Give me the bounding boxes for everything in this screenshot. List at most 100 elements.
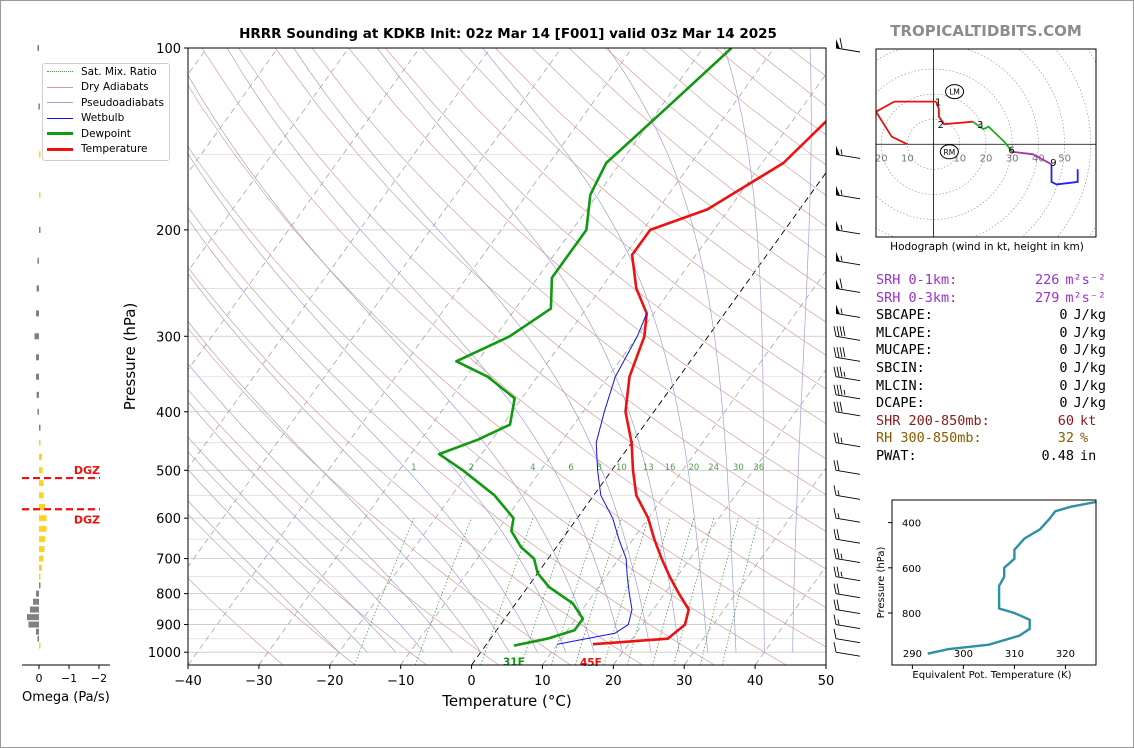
hodograph-area: 20 10 10 20 30 40 50 1 2 3 6 9 LM RM (875, 49, 1096, 237)
stat-value: 0 (1059, 324, 1068, 341)
stat-row: MUCAPE: 0 J/kg (876, 342, 1106, 360)
omega-bar (33, 598, 39, 605)
x-tick-label: −30 (245, 674, 272, 689)
legend-item: Dewpoint (43, 126, 169, 142)
dry-adiabat-line (385, 48, 826, 424)
omega-bar (28, 621, 39, 628)
hodograph-height-label: 6 (1008, 145, 1014, 156)
omega-bar (39, 424, 41, 431)
legend-label: Temperature (81, 143, 148, 156)
isotherm-line (542, 270, 826, 665)
dry-adiabat-line (188, 206, 715, 665)
wind-barb (833, 628, 861, 644)
temperature-profile-line (592, 119, 826, 646)
theta-e-x-tick-label: 300 (954, 649, 973, 660)
theta-e-y-tick-label: 600 (902, 564, 921, 575)
skewt-plot-area: 1 2 4 6 8 10 13 16 20 24 30 36 (188, 48, 826, 665)
stat-label: SBCAPE: (876, 307, 933, 324)
mixing-ratio-label: 4 (530, 463, 535, 473)
mixing-ratio-label: 13 (643, 463, 654, 473)
wind-barb (833, 384, 861, 400)
hodograph-trace (972, 120, 1013, 153)
hodograph-panel: 20 10 10 20 30 40 50 1 2 3 6 9 LM RM (875, 48, 1097, 238)
dry-adiabat-line (238, 48, 826, 570)
omega-bar (37, 45, 39, 51)
legend-item: Pseudoadiabats (43, 95, 169, 111)
x-tick-label: 0 (467, 674, 475, 689)
wind-barb (835, 251, 861, 266)
omega-bar (39, 151, 41, 158)
omega-bar (37, 408, 39, 415)
stat-row: MLCAPE: 0 J/kg (876, 325, 1106, 343)
moist-adiabat-line (188, 401, 425, 653)
isotherm-line (188, 48, 562, 568)
hodograph-ring-label: 20 (875, 153, 888, 164)
moist-adiabat-line (188, 74, 595, 653)
omega-bar (39, 573, 41, 580)
hodograph-height-label: 3 (977, 120, 983, 131)
hodograph-caption: Hodograph (wind in kt, height in km) (890, 241, 1084, 253)
omega-bar (39, 453, 42, 460)
stat-value: 0 (1059, 377, 1068, 394)
hodograph-ring-label: 30 (1006, 153, 1019, 164)
skewt-frame (187, 47, 827, 666)
wind-barb (833, 401, 861, 417)
wind-barb (835, 185, 861, 200)
x-tick-label: 30 (676, 674, 693, 689)
isotherm-line (188, 48, 349, 272)
stat-unit: % (1080, 430, 1089, 447)
dgz-label: DGZ (74, 464, 100, 477)
x-axis-label: Temperature (°C) (441, 692, 571, 710)
y-tick-label: 200 (156, 224, 181, 239)
mixing-ratio-label: 36 (753, 463, 764, 473)
isotherm-line (258, 48, 704, 665)
isotherm-line (188, 48, 279, 174)
stat-value: 0 (1059, 307, 1068, 324)
dry-adiabat-line (458, 48, 826, 356)
mixing-ratio-line (673, 518, 715, 665)
legend-swatch (47, 117, 73, 119)
mixing-ratio-line (699, 518, 739, 665)
omega-bar (39, 492, 44, 499)
stat-unit: J/kg (1073, 342, 1106, 359)
dewpoint-profile-line (437, 48, 733, 647)
wind-barb (833, 566, 861, 582)
omega-bar (30, 606, 39, 613)
stat-unit: J/kg (1073, 377, 1106, 394)
theta-e-y-label: Pressure (hPa) (876, 547, 887, 619)
hodograph-frame (875, 48, 1097, 238)
theta-e-y-tick-label: 400 (902, 519, 921, 530)
theta-e-area (927, 500, 1096, 655)
moist-adiabat-line (188, 500, 340, 653)
stat-row: SRH 0-3km: 279 m²s⁻² (876, 290, 1106, 308)
omega-bar (39, 525, 47, 532)
legend-swatch (47, 102, 73, 104)
omega-bar (37, 257, 39, 264)
theta-e-line (927, 500, 1096, 655)
wind-barb (835, 278, 861, 293)
stat-label: PWAT: (876, 447, 917, 464)
omega-panel: DGZ DGZ 0 −1 −2 (22, 45, 110, 685)
legend-label: Sat. Mix. Ratio (81, 65, 157, 78)
mixing-ratio-label: 24 (708, 463, 719, 473)
moist-adiabat-line (607, 48, 737, 653)
omega-bar (39, 564, 42, 571)
legend-label: Dry Adiabats (81, 81, 149, 94)
wetbulb-profile-line (557, 313, 648, 645)
legend-item: Temperature (43, 142, 169, 158)
wind-barb (833, 642, 861, 657)
omega-bar (39, 191, 41, 198)
omega-bar (36, 354, 39, 361)
dry-adiabat-line (275, 48, 826, 532)
y-tick-label: 700 (156, 553, 181, 568)
wind-barb (833, 548, 861, 564)
mixing-ratio-label: 30 (733, 463, 744, 473)
omega-bar (36, 590, 39, 597)
omega-axis-label: Omega (Pa/s) (22, 690, 110, 705)
theta-e-frame (891, 499, 1097, 666)
omega-bar (39, 226, 41, 233)
y-tick-label: 600 (156, 512, 181, 527)
wind-barb (835, 37, 861, 53)
